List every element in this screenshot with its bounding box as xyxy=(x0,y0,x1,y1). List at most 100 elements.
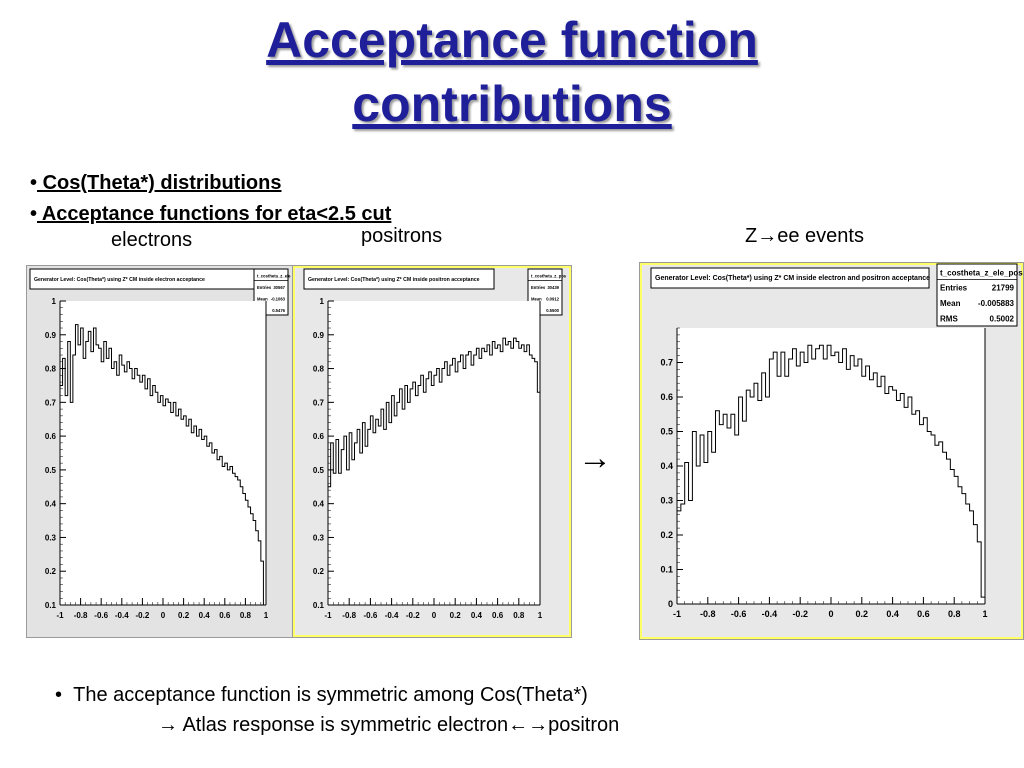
y-tick-label: 0.9 xyxy=(45,331,57,340)
x-tick-label: -0.6 xyxy=(731,609,747,619)
plot-area xyxy=(677,328,985,604)
stats-label: Mean xyxy=(257,296,268,301)
x-tick-label: 0.2 xyxy=(856,609,869,619)
y-tick-label: 1 xyxy=(320,297,325,306)
y-tick-label: 0.7 xyxy=(660,358,673,368)
stats-value: 0.5002 xyxy=(990,315,1015,324)
x-tick-label: -0.4 xyxy=(385,611,399,620)
x-tick-label: -1 xyxy=(673,609,681,619)
page-title: Acceptance function contributions xyxy=(0,8,1024,136)
y-tick-label: 0.2 xyxy=(660,530,673,540)
x-tick-label: -0.4 xyxy=(762,609,778,619)
x-tick-label: 0.4 xyxy=(199,611,211,620)
bullet-cos-theta: • Cos(Theta*) distributions xyxy=(30,172,281,195)
x-tick-label: -1 xyxy=(324,611,332,620)
stats-box xyxy=(936,263,1018,327)
x-tick-label: 0.2 xyxy=(178,611,190,620)
histogram-title: Generator Level: Cos(Theta*) using Z* CM… xyxy=(308,277,480,283)
x-tick-label: 1 xyxy=(538,611,543,620)
histogram-line xyxy=(328,337,541,605)
stats-value: 30439 xyxy=(547,285,559,290)
x-tick-label: 0.8 xyxy=(513,611,525,620)
y-tick-label: 0 xyxy=(668,599,673,609)
bullet-text: Cos(Theta*) distributions xyxy=(37,172,282,194)
y-tick-label: 0.5 xyxy=(660,427,673,437)
x-tick-label: -0.8 xyxy=(342,611,356,620)
bottom-bullet-1: • The acceptance function is symmetric a… xyxy=(55,684,588,706)
x-tick-label: 0 xyxy=(432,611,437,620)
stats-value: -0.005883 xyxy=(978,299,1015,308)
histogram-title: Generator Level: Cos(Theta*) using Z* CM… xyxy=(34,277,205,283)
y-tick-label: 0.3 xyxy=(660,496,673,506)
y-tick-label: 0.6 xyxy=(313,432,325,441)
bullet-marker: • xyxy=(30,203,38,225)
y-tick-label: 0.1 xyxy=(45,601,57,610)
stats-value: -0.1063 xyxy=(271,296,286,301)
title-line-2: contributions xyxy=(352,76,672,132)
plot-area xyxy=(328,301,540,605)
x-tick-label: 0.6 xyxy=(492,611,504,620)
stats-label: Mean xyxy=(940,299,961,308)
x-tick-label: 0.6 xyxy=(917,609,930,619)
y-tick-label: 0.5 xyxy=(45,466,57,475)
stats-value: 30567 xyxy=(273,285,285,290)
bottom-text-1: The acceptance function is symmetric amo… xyxy=(73,684,588,706)
x-tick-label: -0.6 xyxy=(94,611,108,620)
bullet-text: Acceptance functions for eta<2.5 cut xyxy=(37,203,392,225)
x-tick-label: 0 xyxy=(828,609,833,619)
y-tick-label: 1 xyxy=(52,297,57,306)
histogram-title-box xyxy=(303,268,495,290)
histogram-line xyxy=(677,344,986,604)
x-tick-label: -0.6 xyxy=(364,611,378,620)
y-tick-label: 0.9 xyxy=(313,331,325,340)
combined-acceptance-plot: Generator Level: Cos(Theta*) using Z* CM… xyxy=(639,262,1024,640)
x-tick-label: -0.2 xyxy=(406,611,420,620)
stats-value: 0.0912 xyxy=(546,296,559,301)
highlight-border xyxy=(640,263,1023,639)
x-tick-label: -0.2 xyxy=(792,609,808,619)
x-tick-label: 0.8 xyxy=(240,611,252,620)
stats-name: t_costheta_z_ele_pos xyxy=(940,269,1023,278)
x-tick-label: 0 xyxy=(161,611,166,620)
y-tick-label: 0.1 xyxy=(313,601,325,610)
x-tick-label: 0.8 xyxy=(948,609,961,619)
y-tick-label: 0.4 xyxy=(660,461,673,471)
y-tick-label: 0.6 xyxy=(45,432,57,441)
y-tick-label: 0.3 xyxy=(45,533,57,542)
y-tick-label: 0.3 xyxy=(313,533,325,542)
electron-acceptance-plot: Generator Level: Cos(Theta*) using Z* CM… xyxy=(26,265,306,638)
bullet-marker: • xyxy=(30,172,38,194)
y-tick-label: 0.2 xyxy=(313,567,325,576)
stats-label: Entries xyxy=(531,285,546,290)
stats-label: Entries xyxy=(940,284,968,293)
y-tick-label: 0.7 xyxy=(313,398,325,407)
y-tick-label: 0.6 xyxy=(660,392,673,402)
y-tick-label: 0.4 xyxy=(45,500,57,509)
right-arrow-icon: → xyxy=(578,439,612,477)
x-tick-label: 0.4 xyxy=(886,609,899,619)
x-tick-label: -0.8 xyxy=(700,609,716,619)
y-tick-label: 0.7 xyxy=(45,398,57,407)
title-line-1: Acceptance function xyxy=(266,12,758,68)
histogram-title-box xyxy=(650,267,930,289)
stats-name: t_costheta_z_pos xyxy=(531,274,567,279)
y-tick-label: 0.1 xyxy=(660,565,673,575)
stats-value: 0.5500 xyxy=(546,308,559,313)
stats-name: t_costheta_z_ele xyxy=(257,274,291,279)
y-tick-label: 0.4 xyxy=(313,500,325,509)
y-tick-label: 0.8 xyxy=(45,365,57,374)
stats-label: RMS xyxy=(940,315,958,324)
stats-label: Mean xyxy=(531,296,542,301)
stats-label: Entries xyxy=(257,285,272,290)
label-electrons: electrons xyxy=(111,229,193,251)
y-tick-label: 0.5 xyxy=(313,466,325,475)
label-positrons: positrons xyxy=(361,225,443,247)
x-tick-label: 1 xyxy=(264,611,269,620)
positron-acceptance-plot: Generator Level: Cos(Theta*) using Z* CM… xyxy=(292,265,572,638)
stats-value: 0.5476 xyxy=(272,308,285,313)
histogram-line xyxy=(60,324,266,606)
bottom-bullet-2: → Atlas response is symmetric electron←→… xyxy=(158,714,620,736)
stats-value: 21799 xyxy=(992,284,1015,293)
x-tick-label: -1 xyxy=(56,611,64,620)
x-tick-label: 0.6 xyxy=(219,611,231,620)
